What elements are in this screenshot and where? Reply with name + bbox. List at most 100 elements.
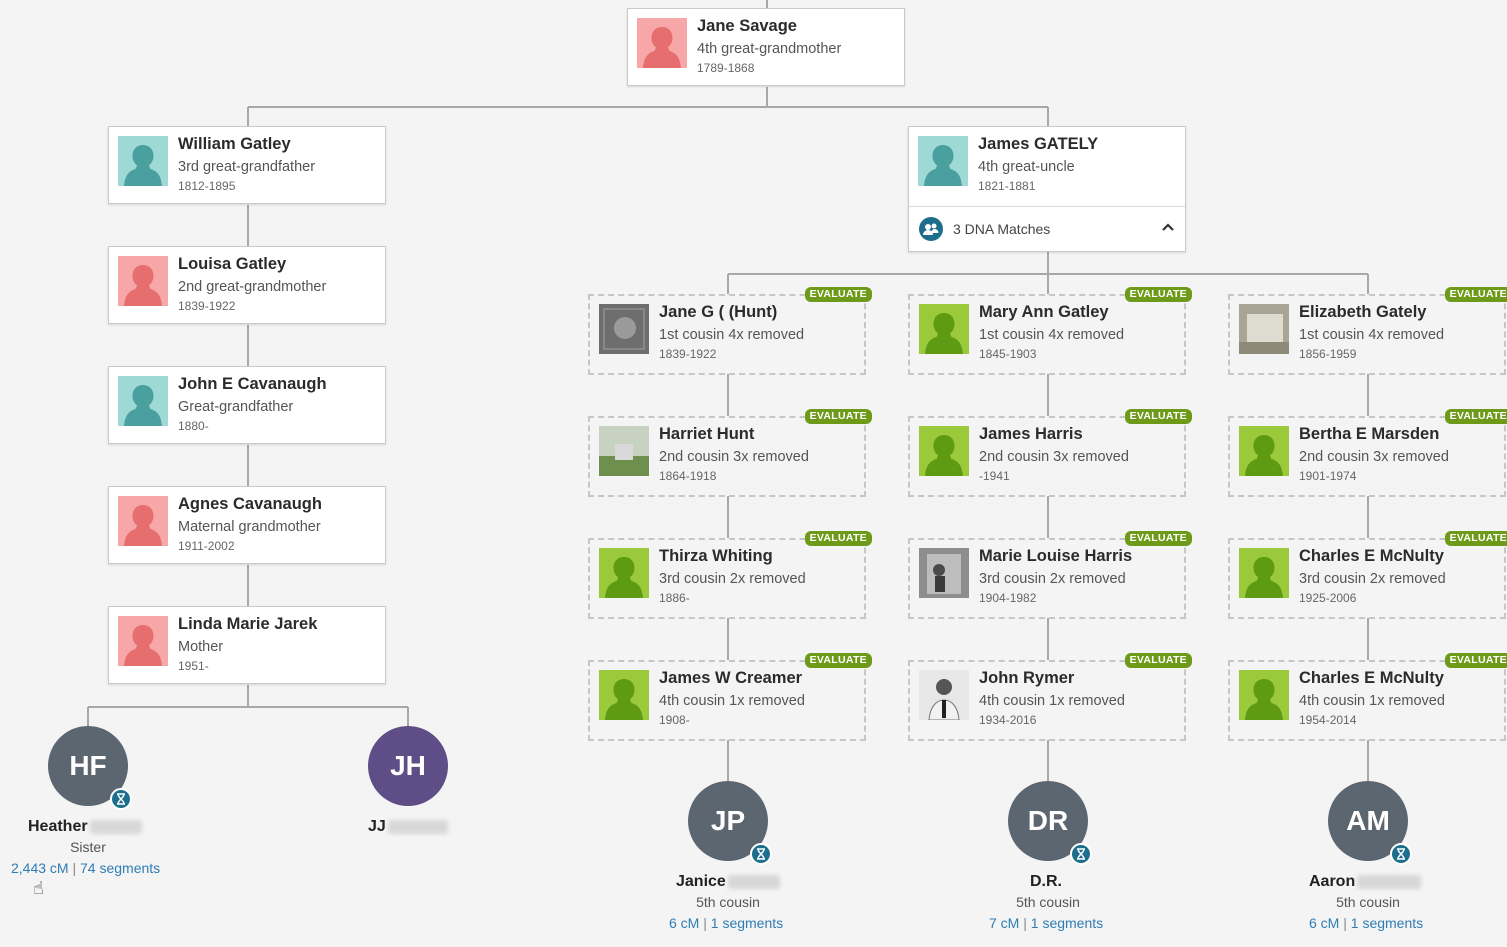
female-silhouette-icon	[637, 18, 687, 68]
person-relation: 2nd great-grandmother	[178, 279, 327, 295]
avatar-initials: JH	[390, 750, 426, 781]
person-name: Thirza Whiting	[659, 547, 773, 565]
match-name[interactable]: JJ	[368, 818, 448, 836]
evaluate-button[interactable]: EVALUATE	[1124, 531, 1192, 546]
match-ancestor-card[interactable]: Charles E McNulty 4th cousin 1x removed 19…	[1228, 653, 1507, 741]
person-name: Jane G ( (Hunt)	[659, 303, 778, 321]
person-name: Harriet Hunt	[659, 425, 755, 443]
match-ancestor-card[interactable]: Marie Louise Harris 3rd cousin 2x removed…	[908, 531, 1192, 619]
evaluate-button[interactable]: EVALUATE	[1444, 653, 1507, 668]
match-relation: Sister	[70, 839, 106, 855]
avatar[interactable]: HF	[48, 726, 132, 810]
evaluate-button[interactable]: EVALUATE	[1124, 409, 1192, 424]
person-relation: 3rd cousin 2x removed	[979, 571, 1126, 587]
person-name: James W Creamer	[659, 669, 803, 687]
person-photo	[599, 304, 649, 354]
evaluate-button[interactable]: EVALUATE	[1444, 287, 1507, 302]
ancestor-card-john-cavanaugh[interactable]: John E Cavanaugh Great-grandfather 1880-	[108, 366, 386, 444]
person-name: John Rymer	[979, 669, 1075, 687]
avatar-initials: AM	[1346, 805, 1390, 836]
evaluate-button[interactable]: EVALUATE	[804, 653, 872, 668]
shared-dna-link[interactable]: 7 cM | 1 segments	[989, 915, 1104, 931]
chevron-up-icon[interactable]	[1161, 220, 1175, 237]
person-name: Marie Louise Harris	[979, 547, 1133, 565]
person-dates: 1812-1895	[178, 179, 236, 193]
ancestor-card-william-gatley[interactable]: William Gatley 3rd great-grandfather 181…	[108, 126, 386, 204]
match-ancestor-card[interactable]: Bertha E Marsden 2nd cousin 3x removed 190…	[1228, 409, 1507, 497]
person-name: Mary Ann Gatley	[979, 303, 1109, 321]
match-ancestor-card[interactable]: Thirza Whiting 3rd cousin 2x removed 1886-…	[588, 531, 872, 619]
person-relation: 2nd cousin 3x removed	[979, 449, 1129, 465]
ancestor-card-james-gately[interactable]: James GATELY 4th great-uncle 1821-1881	[908, 126, 1186, 207]
evaluate-button[interactable]: EVALUATE	[1124, 287, 1192, 302]
person-dates: 1864-1918	[659, 469, 717, 483]
ancestor-card-agnes-cavanaugh[interactable]: Agnes Cavanaugh Maternal grandmother 191…	[108, 486, 386, 564]
person-relation: 4th cousin 1x removed	[659, 693, 805, 709]
evaluate-button[interactable]: EVALUATE	[804, 287, 872, 302]
evaluate-button[interactable]: EVALUATE	[1124, 653, 1192, 668]
male-silhouette-icon	[118, 376, 168, 426]
match-relation: 5th cousin	[1016, 894, 1080, 910]
person-name: Elizabeth Gately	[1299, 303, 1427, 321]
person-dates: 1951-	[178, 659, 209, 673]
person-relation: Great-grandfather	[178, 399, 294, 415]
match-ancestor-card[interactable]: John Rymer 4th cousin 1x removed 1934-2016…	[908, 653, 1192, 741]
person-name: Agnes Cavanaugh	[178, 495, 322, 513]
ancestor-card-jane-savage[interactable]: Jane Savage 4th great-grandmother 1789-1…	[627, 8, 905, 86]
hand-cursor-icon: ☝	[33, 878, 44, 898]
shared-dna-link[interactable]: 6 cM | 1 segments	[1309, 915, 1424, 931]
person-name: James Harris	[979, 425, 1083, 443]
person-dates: 1880-	[178, 419, 209, 433]
male-silhouette-icon	[118, 136, 168, 186]
avatar[interactable]: JP	[688, 781, 772, 865]
person-name: James GATELY	[978, 135, 1099, 153]
person-name: William Gatley	[178, 135, 291, 153]
match-ancestor-card[interactable]: Harriet Hunt 2nd cousin 3x removed 1864-19…	[588, 409, 872, 497]
evaluate-button[interactable]: EVALUATE	[1444, 531, 1507, 546]
match-name[interactable]: D.R.	[1030, 873, 1062, 890]
male-silhouette-icon	[599, 548, 649, 598]
match-name[interactable]: Janice	[676, 873, 780, 891]
match-ancestor-card[interactable]: Elizabeth Gately 1st cousin 4x removed 185…	[1228, 287, 1507, 375]
person-name: Louisa Gatley	[178, 255, 287, 273]
dna-match-icon	[919, 217, 943, 241]
evaluate-button[interactable]: EVALUATE	[1444, 409, 1507, 424]
blurred-surname	[1357, 874, 1422, 889]
person-dates: 1886-	[659, 591, 690, 605]
person-relation: 2nd cousin 3x removed	[659, 449, 809, 465]
person-dates: 1821-1881	[978, 179, 1036, 193]
dna-matches-toggle[interactable]: 3 DNA Matches	[908, 206, 1186, 252]
person-photo	[919, 548, 969, 598]
shared-dna-link[interactable]: 2,443 cM | 74 segments	[11, 860, 161, 876]
ancestor-card-louisa-gatley[interactable]: Louisa Gatley 2nd great-grandmother 1839…	[108, 246, 386, 324]
person-dates: 1845-1903	[979, 347, 1037, 361]
shared-dna-link[interactable]: 6 cM | 1 segments	[669, 915, 784, 931]
avatar[interactable]: JH	[368, 726, 448, 806]
match-ancestor-card[interactable]: James Harris 2nd cousin 3x removed -1941 EV…	[908, 409, 1192, 497]
blurred-surname	[727, 874, 780, 889]
female-silhouette-icon	[118, 256, 168, 306]
avatar[interactable]: AM	[1328, 781, 1412, 865]
male-silhouette-icon	[1239, 670, 1289, 720]
match-ancestor-card[interactable]: Mary Ann Gatley 1st cousin 4x removed 1845…	[908, 287, 1192, 375]
avatar[interactable]: DR	[1008, 781, 1092, 865]
blurred-surname	[89, 819, 142, 834]
match-relation: 5th cousin	[1336, 894, 1400, 910]
person-dates: 1925-2006	[1299, 591, 1357, 605]
person-dates: 1911-2002	[178, 539, 235, 553]
avatar-initials: HF	[69, 750, 107, 781]
person-relation: 1st cousin 4x removed	[1299, 327, 1445, 343]
match-ancestor-card[interactable]: Charles E McNulty 3rd cousin 2x removed 19…	[1228, 531, 1507, 619]
match-ancestor-card[interactable]: James W Creamer 4th cousin 1x removed 1908…	[588, 653, 872, 741]
avatar-initials: JP	[710, 805, 746, 836]
person-name: John E Cavanaugh	[178, 375, 327, 393]
person-dates: 1954-2014	[1299, 713, 1357, 727]
ancestor-card-linda-jarek[interactable]: Linda Marie Jarek Mother 1951-	[108, 606, 386, 684]
match-name[interactable]: Aaron	[1309, 873, 1422, 891]
evaluate-button[interactable]: EVALUATE	[804, 409, 872, 424]
match-name[interactable]: Heather	[28, 818, 142, 836]
match-ancestor-card[interactable]: Jane G ( (Hunt) 1st cousin 4x removed 1839…	[588, 287, 872, 375]
person-relation: 3rd cousin 2x removed	[659, 571, 806, 587]
evaluate-button[interactable]: EVALUATE	[804, 531, 872, 546]
person-dates: 1934-2016	[979, 713, 1037, 727]
